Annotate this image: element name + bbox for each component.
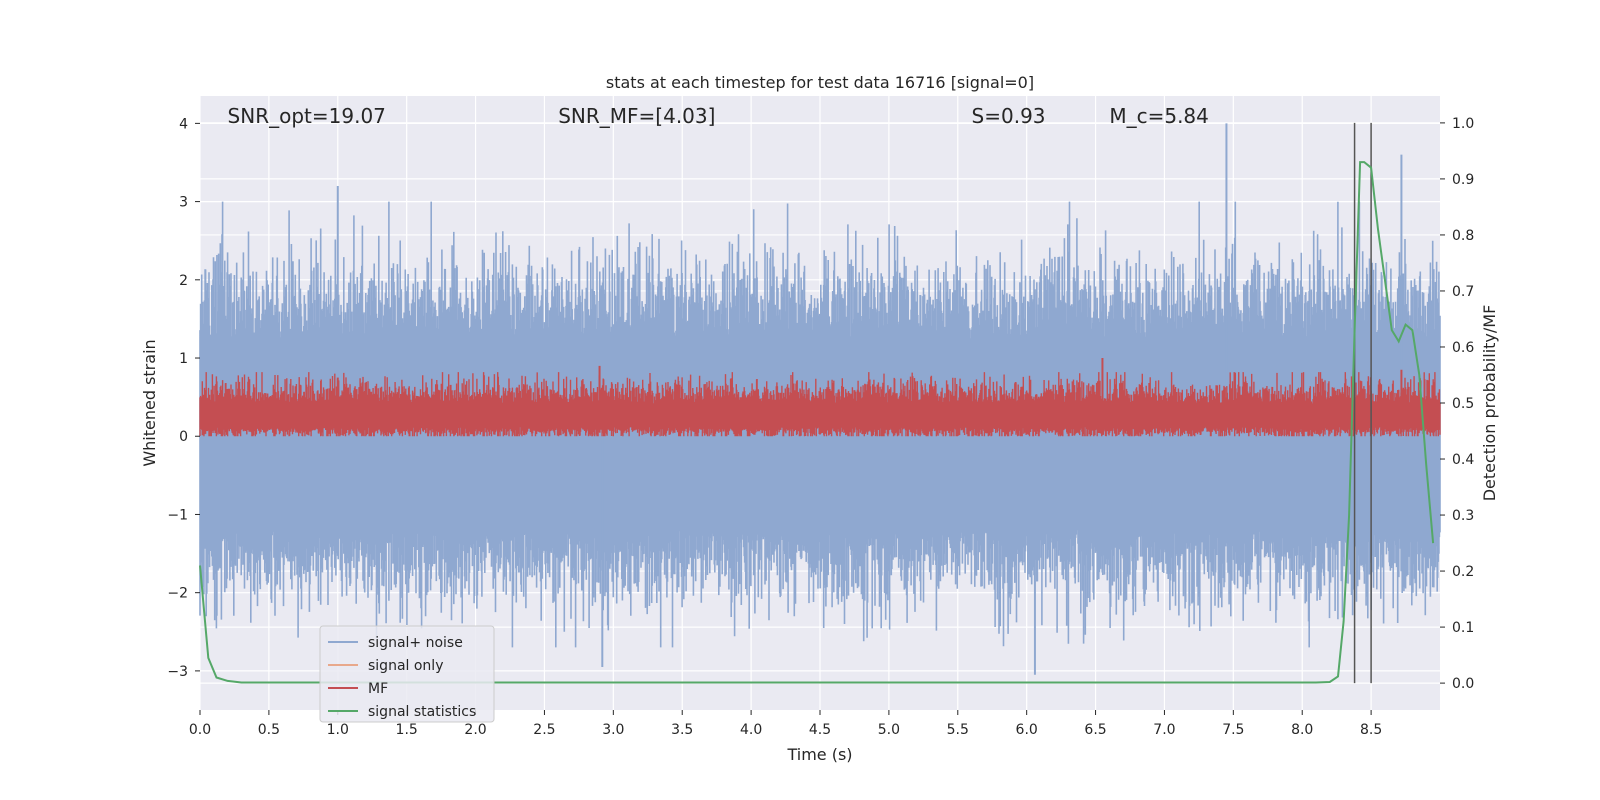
- y-right-tick-label-7: 0.7: [1452, 284, 1474, 300]
- legend-label-2: MF: [368, 681, 388, 697]
- y-right-axis-ticks: 0.0 0.1 0.2 0.3 0.4 0.5 0.6 0.7 0.8 0.9 1.0: [1440, 116, 1474, 692]
- x-tick-label-14: 7.0: [1153, 722, 1175, 738]
- legend-label-1: signal only: [368, 658, 443, 674]
- signal-statistics-series: [199, 161, 1435, 684]
- x-tick-label-4: 2.0: [464, 722, 486, 738]
- x-tick-label-16: 8.0: [1291, 722, 1313, 738]
- x-tick-label-6: 3.0: [602, 722, 624, 738]
- y-tick-label-4: 1: [179, 351, 188, 367]
- annotation-2: S=0.93: [972, 104, 1046, 128]
- legend-label-0: signal+ noise: [368, 635, 463, 651]
- y-right-tick-label-1: 0.1: [1452, 620, 1474, 636]
- x-tick-label-5: 2.5: [533, 722, 555, 738]
- legend: signal+ noise signal only MF signal statist…: [319, 625, 495, 723]
- x-axis-ticks: 0.0 0.5 1.0 1.5 2.0 2.5 3.0 3.5 4.0 4.5 5.0 5.5 6.0 6…: [189, 710, 1382, 738]
- y-tick-label-0: −3: [167, 664, 188, 680]
- y-right-tick-label-2: 0.2: [1452, 564, 1474, 580]
- y-right-tick-label-4: 0.4: [1452, 452, 1474, 468]
- x-tick-label-3: 1.5: [396, 722, 418, 738]
- y-tick-label-3: 0: [179, 429, 188, 445]
- annotation-3: M_c=5.84: [1109, 104, 1209, 128]
- legend-label-3: signal statistics: [368, 704, 476, 720]
- annotation-0: SNR_opt=19.07: [228, 104, 386, 128]
- x-tick-label-2: 1.0: [327, 722, 349, 738]
- x-axis-label: Time (s): [786, 745, 852, 764]
- y-right-tick-label-0: 0.0: [1452, 676, 1474, 692]
- vertical-lines: [1353, 122, 1372, 684]
- y-tick-label-2: −1: [167, 507, 188, 523]
- y-axis-ticks: −3 −2 −1 0 1 2 3 4: [167, 116, 200, 680]
- x-tick-label-1: 0.5: [258, 722, 280, 738]
- x-tick-label-10: 5.0: [878, 722, 900, 738]
- x-tick-label-7: 3.5: [671, 722, 693, 738]
- x-tick-label-9: 4.5: [809, 722, 831, 738]
- y-right-tick-label-8: 0.8: [1452, 228, 1474, 244]
- x-tick-label-8: 4.0: [740, 722, 762, 738]
- x-tick-label-17: 8.5: [1360, 722, 1382, 738]
- annotations: SNR_opt=19.07 SNR_MF=[4.03] S=0.93 M_c=5.84: [228, 104, 1209, 128]
- y-axis-label: Whitened strain: [140, 339, 159, 466]
- signal-statistics-line: [199, 161, 1435, 684]
- y-right-tick-label-9: 0.9: [1452, 172, 1474, 188]
- chart-title: stats at each timestep for test data 167…: [606, 73, 1034, 92]
- y-tick-label-6: 3: [179, 195, 188, 211]
- x-tick-label-11: 5.5: [947, 722, 969, 738]
- x-tick-label-12: 6.0: [1016, 722, 1038, 738]
- y-tick-label-7: 4: [179, 116, 188, 132]
- y-right-tick-label-3: 0.3: [1452, 508, 1474, 524]
- y-right-tick-label-5: 0.5: [1452, 396, 1474, 412]
- legend-box: [319, 625, 495, 723]
- annotation-1: SNR_MF=[4.03]: [558, 104, 715, 128]
- y-tick-label-1: −2: [167, 586, 188, 602]
- y-tick-label-5: 2: [179, 273, 188, 289]
- x-tick-label-15: 7.5: [1222, 722, 1244, 738]
- signal-noise-series: [199, 123, 1441, 675]
- x-tick-label-0: 0.0: [189, 722, 211, 738]
- y-right-tick-label-10: 1.0: [1452, 116, 1474, 132]
- y-right-axis-label: Detection probability/MF: [1480, 305, 1499, 502]
- y-right-tick-label-6: 0.6: [1452, 340, 1474, 356]
- mf-series: [199, 358, 1441, 437]
- x-tick-label-13: 6.5: [1084, 722, 1106, 738]
